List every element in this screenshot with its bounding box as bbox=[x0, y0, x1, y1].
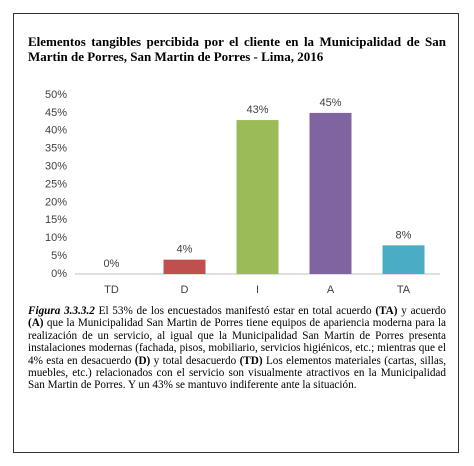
x-tick-label: TA bbox=[397, 284, 411, 296]
value-label: 0% bbox=[104, 258, 120, 270]
y-tick-label: 30% bbox=[45, 161, 67, 173]
frame bbox=[13, 13, 459, 453]
y-tick-label: 10% bbox=[45, 232, 67, 244]
y-tick-label: 5% bbox=[51, 250, 67, 262]
y-tick-label: 40% bbox=[45, 125, 67, 137]
chart: 0% 5% 10% 15% 20% 25% 30% 35% 40% 45% 50% TD 0% D 4% I 4… bbox=[45, 89, 440, 296]
caption-text: Los elementos materiales (cartas, sillas… bbox=[28, 354, 446, 392]
y-tick-label: 15% bbox=[45, 214, 67, 226]
value-label: 45% bbox=[319, 97, 341, 109]
y-tick-label: 50% bbox=[45, 89, 67, 101]
x-tick-label: I bbox=[256, 284, 259, 296]
bar bbox=[382, 245, 425, 274]
bar bbox=[309, 112, 352, 275]
value-label: 8% bbox=[396, 229, 412, 241]
y-tick-label: 25% bbox=[45, 178, 67, 190]
caption-text: El 53% de los encuestados manifestó esta… bbox=[94, 305, 376, 317]
y-tick-label: 20% bbox=[45, 196, 67, 208]
y-tick-label: 35% bbox=[45, 143, 67, 155]
bar bbox=[163, 259, 206, 274]
caption-text: (A) bbox=[28, 317, 44, 330]
x-tick-label: A bbox=[327, 284, 335, 296]
caption-text: (TA) bbox=[375, 305, 398, 317]
caption-text: y total desacuerdo bbox=[150, 354, 240, 367]
y-tick-label: 0% bbox=[51, 268, 67, 280]
chart-title: Elementos tangibles percibida por el cli… bbox=[28, 34, 446, 64]
caption-text: (TD) bbox=[239, 354, 263, 367]
caption-text: que la Municipalidad San Martin de Porre… bbox=[28, 317, 446, 367]
caption: Figura 3.3.3.2 El 53% de los encuestados… bbox=[28, 305, 446, 392]
bar bbox=[236, 120, 279, 274]
caption-text: (D) bbox=[134, 354, 151, 367]
value-label: 43% bbox=[246, 104, 268, 116]
value-label: 4% bbox=[177, 244, 193, 256]
caption-text: y acuerdo bbox=[397, 305, 446, 317]
y-tick-label: 45% bbox=[45, 107, 67, 119]
figure-label: Figura 3.3.3.2 bbox=[28, 305, 95, 317]
x-tick-label: D bbox=[181, 284, 189, 296]
x-tick-label: TD bbox=[104, 284, 119, 296]
